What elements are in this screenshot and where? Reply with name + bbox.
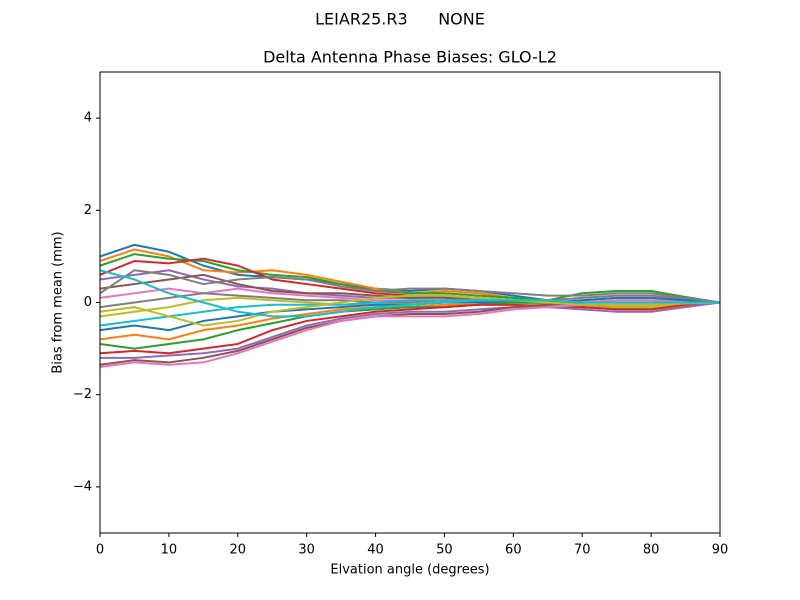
y-tick-label: −2 bbox=[73, 387, 92, 402]
x-tick-label: 10 bbox=[161, 543, 178, 558]
x-tick-label: 60 bbox=[505, 543, 522, 558]
data-line bbox=[99, 253, 721, 304]
x-tick-label: 40 bbox=[367, 543, 384, 558]
y-axis-label: Bias from mean (mm) bbox=[51, 231, 66, 373]
y-tick-label: 2 bbox=[84, 203, 92, 218]
x-tick-label: 30 bbox=[298, 543, 315, 558]
x-tick-label: 70 bbox=[574, 543, 591, 558]
data-line bbox=[99, 292, 721, 309]
data-line bbox=[100, 301, 721, 359]
x-tick-label: 20 bbox=[230, 543, 247, 558]
plot-area bbox=[99, 243, 721, 369]
x-tick-label: 90 bbox=[712, 543, 729, 558]
x-tick-label: 0 bbox=[96, 543, 104, 558]
chart-title: Delta Antenna Phase Biases: GLO-L2 bbox=[263, 48, 557, 67]
y-tick-label: 0 bbox=[84, 295, 92, 310]
x-tick-label: 50 bbox=[436, 543, 453, 558]
y-tick-label: −4 bbox=[73, 479, 92, 494]
x-axis-label: Elvation angle (degrees) bbox=[330, 563, 489, 578]
y-tick-label: 4 bbox=[84, 111, 92, 126]
data-line bbox=[99, 294, 721, 327]
data-line bbox=[99, 301, 721, 355]
data-line bbox=[99, 269, 720, 318]
data-line bbox=[99, 269, 721, 304]
x-tick-label: 80 bbox=[643, 543, 660, 558]
suptitle: LEIAR25.R3 NONE bbox=[315, 10, 485, 29]
